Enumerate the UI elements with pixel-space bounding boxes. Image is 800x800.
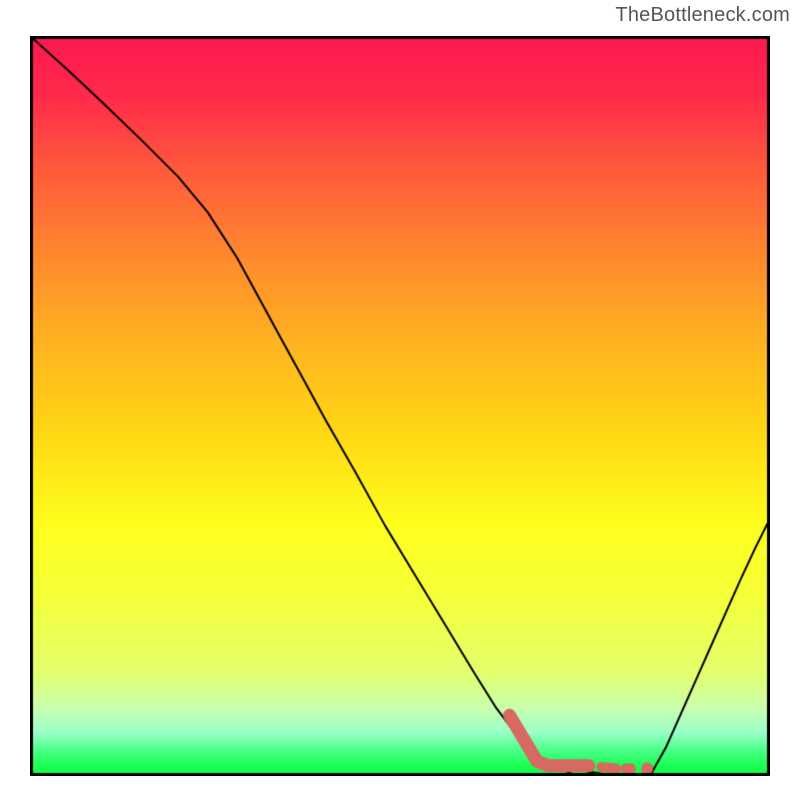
- bottleneck-chart-figure: TheBottleneck.com: [0, 0, 800, 800]
- source-watermark: TheBottleneck.com: [615, 4, 790, 27]
- plot-area: [30, 36, 770, 776]
- plot-canvas: [30, 36, 770, 776]
